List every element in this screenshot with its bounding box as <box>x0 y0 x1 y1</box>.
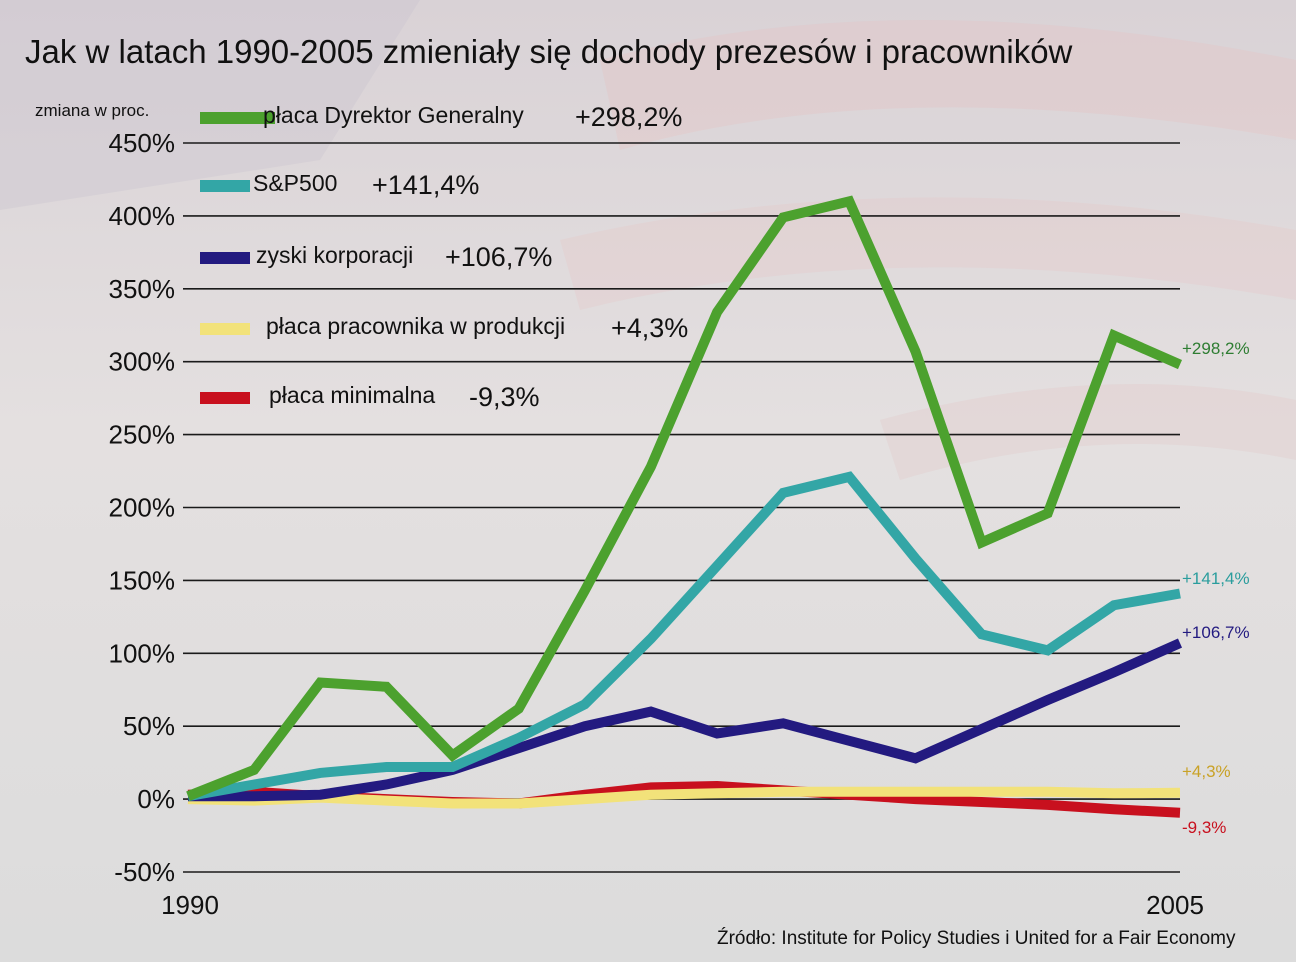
series-end-label: -9,3% <box>1182 818 1226 837</box>
y-tick-label: 250% <box>109 420 176 450</box>
series-line <box>188 638 1183 802</box>
legend-value: +106,7% <box>445 242 552 272</box>
y-tick-label: 100% <box>109 638 176 668</box>
series-line <box>187 786 1181 809</box>
y-tick-label: -50% <box>114 857 175 887</box>
x-axis-ticks: 1990 2005 <box>161 890 1204 920</box>
series-end-label: +141,4% <box>1182 569 1250 588</box>
y-tick-label: 350% <box>109 274 176 304</box>
y-tick-label: 150% <box>109 565 176 595</box>
source-note: Źródło: Institute for Policy Studies i U… <box>717 928 1236 949</box>
y-axis-ticks: -50% 0% 50% 100% 150% 200% 250% 300% 350% 400% 450… <box>109 128 176 887</box>
y-tick-label: 50% <box>123 711 175 741</box>
legend-value: -9,3% <box>469 382 540 412</box>
y-tick-label: 0% <box>137 784 175 814</box>
y-tick-label: 400% <box>109 201 176 231</box>
legend-label: płaca Dyrektor Generalny <box>263 102 524 128</box>
series-line <box>186 195 1183 801</box>
chart-title: Jak w latach 1990-2005 zmieniały się doc… <box>25 33 1073 70</box>
y-tick-label: 300% <box>109 347 176 377</box>
x-tick-label: 1990 <box>161 890 219 920</box>
series-end-label: +298,2% <box>1182 339 1250 358</box>
y-tick-label: 200% <box>109 493 176 523</box>
y-tick-label: 450% <box>109 128 176 158</box>
legend: płaca Dyrektor Generalny +298,2% S&P500 +14… <box>200 102 688 412</box>
x-tick-label: 2005 <box>1146 890 1204 920</box>
legend-label: zyski korporacji <box>256 242 413 268</box>
legend-value: +141,4% <box>372 170 479 200</box>
series-lines <box>186 195 1183 818</box>
series-end-label: +4,3% <box>1182 762 1231 781</box>
legend-label: S&P500 <box>253 170 337 196</box>
y-axis-label: zmiana w proc. <box>35 101 149 120</box>
legend-label: płaca minimalna <box>269 382 435 408</box>
legend-label: płaca pracownika w produkcji <box>266 313 565 339</box>
series-end-label: +106,7% <box>1182 623 1250 642</box>
series-end-labels: +298,2% +141,4% +106,7% +4,3% -9,3% <box>1182 339 1250 837</box>
legend-value: +298,2% <box>575 102 682 132</box>
legend-value: +4,3% <box>611 313 688 343</box>
background-stripes <box>0 0 1296 480</box>
series-line <box>187 471 1181 802</box>
